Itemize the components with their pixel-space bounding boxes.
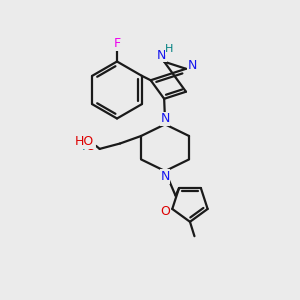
Text: H: H [81,140,91,153]
Text: HO: HO [75,135,94,148]
Text: O: O [160,205,170,218]
Text: F: F [113,37,121,50]
Text: N: N [160,112,170,125]
Text: H: H [165,44,174,54]
Text: N: N [157,49,167,62]
Text: O: O [85,140,95,153]
Text: N: N [160,170,170,183]
Text: N: N [188,59,197,72]
